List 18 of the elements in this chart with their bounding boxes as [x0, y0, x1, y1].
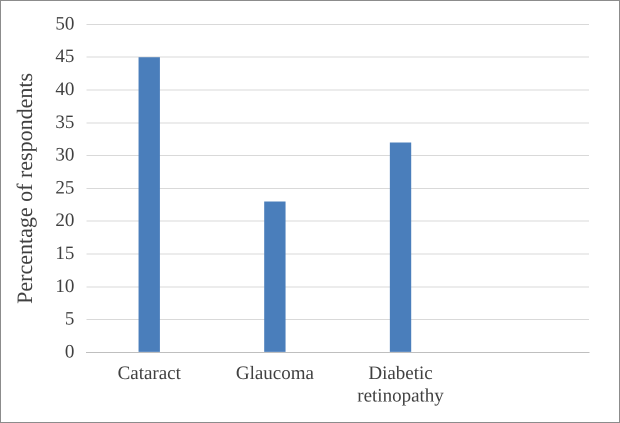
- y-tick-label: 35: [55, 112, 74, 133]
- y-tick-label: 10: [55, 276, 74, 297]
- x-tick-label: Cataract: [118, 362, 182, 384]
- bar: [264, 202, 286, 352]
- x-tick-label: Glaucoma: [236, 362, 314, 384]
- y-tick-label: 20: [55, 210, 74, 232]
- y-tick-label: 15: [55, 242, 74, 264]
- y-tick-label: 40: [55, 78, 74, 100]
- y-tick-label: 0: [64, 341, 74, 362]
- y-tick-label: 25: [55, 177, 74, 198]
- bar: [390, 142, 412, 352]
- y-tick-label: 45: [55, 46, 74, 68]
- y-tick-label: 50: [55, 13, 74, 34]
- bar: [138, 57, 160, 352]
- y-axis-title: Percentage of respondents: [12, 72, 37, 304]
- x-tick-label: Diabetic retinopathy: [357, 362, 444, 407]
- y-tick-label: 30: [55, 144, 74, 166]
- y-tick-label: 5: [64, 308, 74, 330]
